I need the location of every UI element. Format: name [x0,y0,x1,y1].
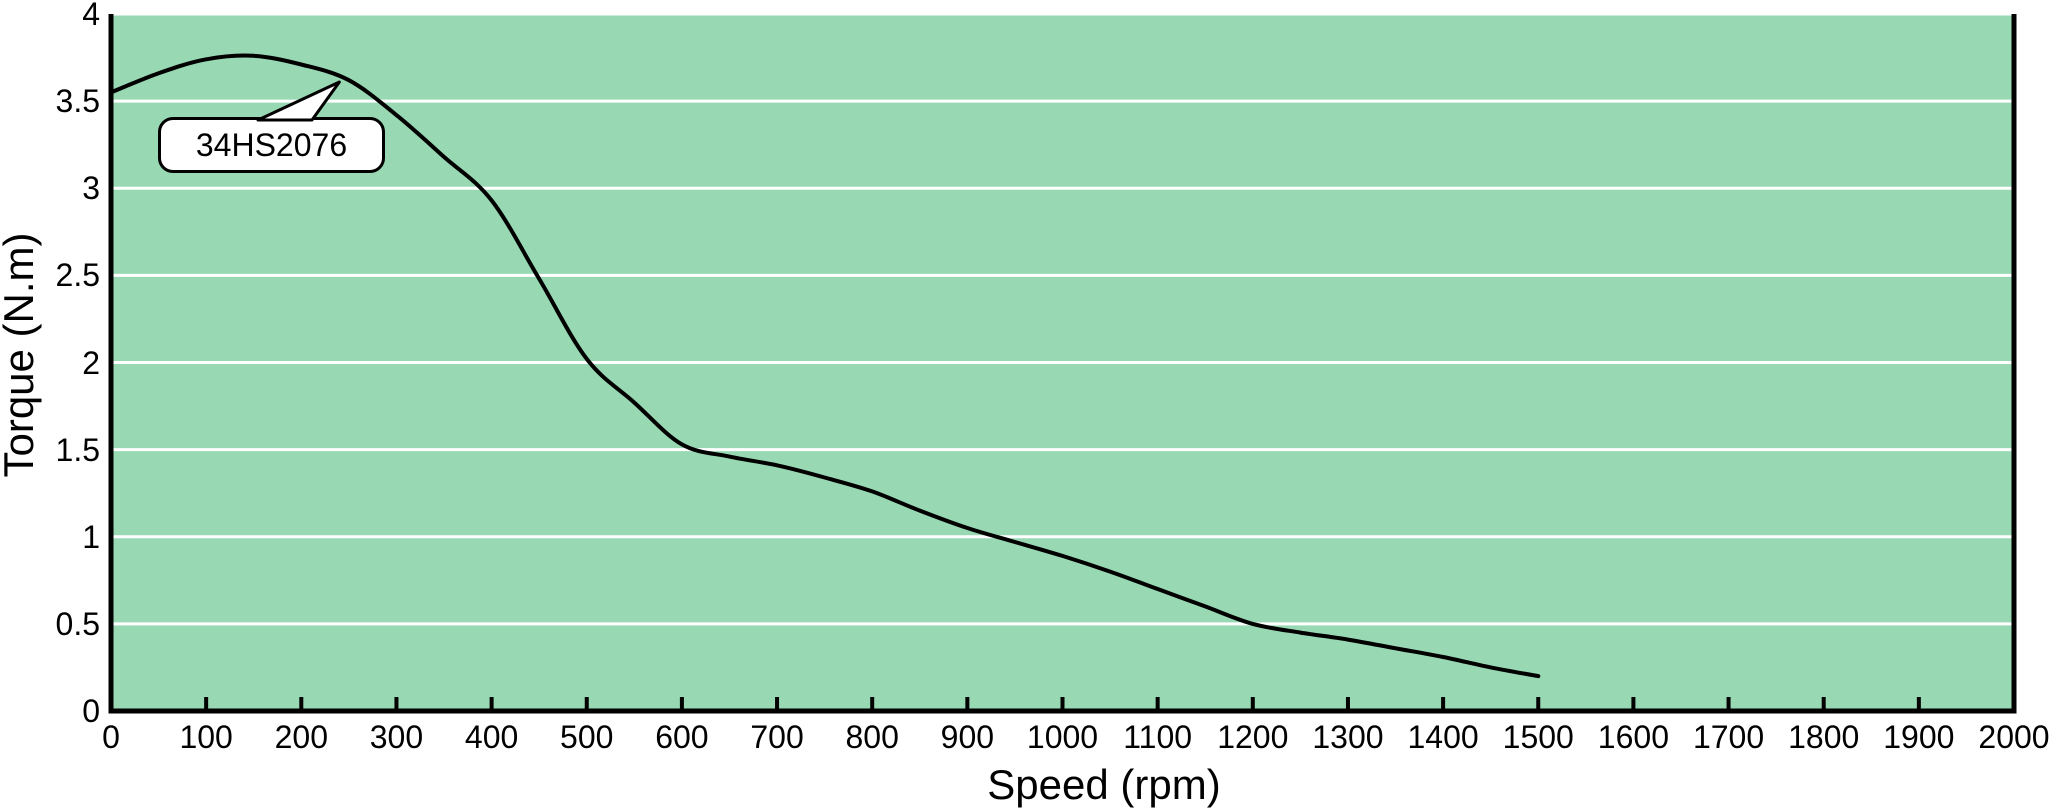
x-tick-label: 0 [102,719,120,755]
x-tick-label: 1100 [1123,719,1193,755]
y-tick-label: 1 [82,518,100,555]
x-tick-label: 1200 [1217,719,1289,755]
x-tick-label: 1900 [1883,719,1955,755]
y-tick-label: 0.5 [55,605,100,642]
y-tick-label: 3 [82,170,100,207]
x-tick-label: 2000 [1978,719,2050,755]
x-tick-label: 800 [845,719,899,755]
y-tick-label: 0 [82,693,100,729]
y-tick-label: 2.5 [55,257,100,294]
x-tick-label: 300 [369,719,424,755]
x-tick-label: 1600 [1597,719,1669,755]
x-tick-label: 100 [179,719,233,755]
x-tick-label: 700 [750,719,804,755]
x-tick-label: 400 [464,719,519,755]
x-axis-title: Speed (rpm) [987,761,1221,808]
x-tick-label: 1400 [1407,719,1479,755]
y-tick-label: 1.5 [55,431,100,468]
y-tick-label: 4 [82,0,100,32]
x-tick-label: 900 [940,719,995,755]
x-tick-label: 1500 [1502,719,1574,755]
series-label-callout: 34HS2076 [158,117,385,173]
x-tick-label: 1300 [1312,719,1384,755]
y-tick-label: 2 [82,344,100,381]
series-label: 34HS2076 [195,126,348,163]
x-tick-label: 1700 [1692,719,1765,755]
x-tick-label: 500 [560,719,614,755]
x-tick-label: 1000 [1026,719,1099,755]
x-tick-label: 600 [655,719,709,755]
x-tick-label: 200 [274,719,328,755]
y-axis-title: Torque (N.m) [0,232,42,478]
plot-area [111,14,2014,711]
x-tick-label: 1800 [1788,719,1860,755]
y-tick-label: 3.5 [55,83,100,120]
